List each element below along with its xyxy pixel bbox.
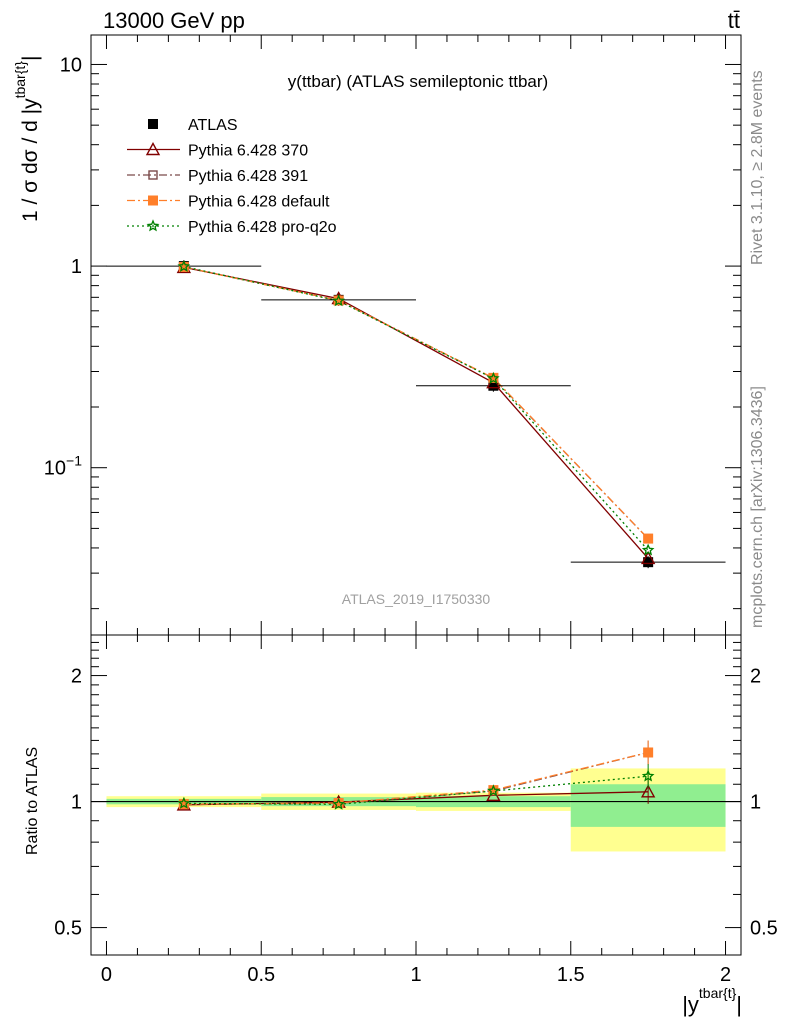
ratio-y-axis-label: Ratio to ATLAS [24,747,41,855]
process-label: tt̄ [728,8,740,33]
x-tick-label: 2 [720,964,731,986]
ratio-point [177,796,191,809]
y-tick-label: 1 [71,792,82,814]
x-tick-label: 1.5 [557,964,585,986]
legend-marker [148,195,158,206]
legend-label: ATLAS [188,117,238,134]
series-point [640,550,656,565]
ratio-axes: 0 0.5 1 1.5 2 2 2 1 1 0.5 0.5 [54,634,778,986]
legend-label: Pythia 6.428 370 [188,143,308,160]
x-tick-label: 1 [410,964,421,986]
energy-label: 13000 GeV pp [103,8,245,33]
ratio-series-line [183,791,649,806]
plot-title: y(ttbar) (ATLAS semileptonic ttbar) [288,72,548,91]
y-tick-label: 1 [71,256,82,278]
ratio-point [486,784,500,797]
analysis-watermark: ATLAS_2019_I1750330 [342,591,491,607]
ratio-point [641,769,655,782]
atlas-point [643,557,654,568]
y-tick-label-right: 2 [750,666,761,688]
legend-label: Pythia 6.428 391 [188,168,308,185]
series-point [486,371,500,384]
ratio-point [643,747,654,758]
ratio-point [488,785,499,796]
legend-marker [146,219,160,232]
ratio-frame [90,634,742,956]
y-axis-label: 1 / σ dσ / d |ytbar{t}| [12,56,42,222]
y-tick-label: 10 [60,54,82,76]
main-plot-panel: y(ttbar) (ATLAS semileptonic ttbar) ATLA… [44,34,742,636]
x-axis-label: |ytbar{t}| [682,985,742,1017]
legend-label: Pythia 6.428 default [188,194,330,211]
y-tick-label-right: 0.5 [750,918,778,940]
series-point [488,372,499,383]
y-tick-label: 0.5 [54,918,82,940]
series-point [332,294,346,307]
ratio-point [178,799,189,810]
series-line [183,266,649,559]
rivet-label: Rivet 3.1.10, ≥ 2.8M events [749,70,766,265]
main-y-axis-label: 1 / σ dσ / d |ytbar{t}| [12,56,42,222]
x-axis-label-text: |ytbar{t}| [682,985,742,1017]
series-line [183,265,649,551]
legend-marker [145,142,161,156]
legend-marker [148,170,158,180]
series-point [333,295,344,306]
y-tick-label: 2 [71,666,82,688]
ratio-point [332,797,346,810]
series-point [177,259,191,272]
series-point [643,533,654,544]
x-tick-label: 0 [101,964,112,986]
y-tick-label-right: 1 [750,792,761,814]
legend: ATLAS Pythia 6.428 370 Pythia 6.428 391 Pyt… [127,117,337,236]
legend-label: Pythia 6.428 pro-q2o [188,219,337,236]
series-point [641,543,655,556]
series-line [183,266,649,540]
ratio-point [640,784,656,798]
ratio-point [333,798,344,809]
ratio-panel: 0 0.5 1 1.5 2 2 2 1 1 0.5 0.5 [54,634,778,986]
series-point [178,261,189,272]
atlas-point [488,380,499,391]
series-line [183,266,649,540]
ratio-data-layer [176,740,656,811]
legend-marker [148,119,158,129]
y-tick-label: 10−1 [44,453,82,480]
mcplots-label: mcplots.cern.ch [arXiv:1306.3436] [749,386,766,628]
x-tick-label: 0.5 [247,964,275,986]
main-axes: 10 1 10−1 [44,35,741,635]
main-data-layer [106,259,726,569]
ratio-series-line [183,751,649,805]
